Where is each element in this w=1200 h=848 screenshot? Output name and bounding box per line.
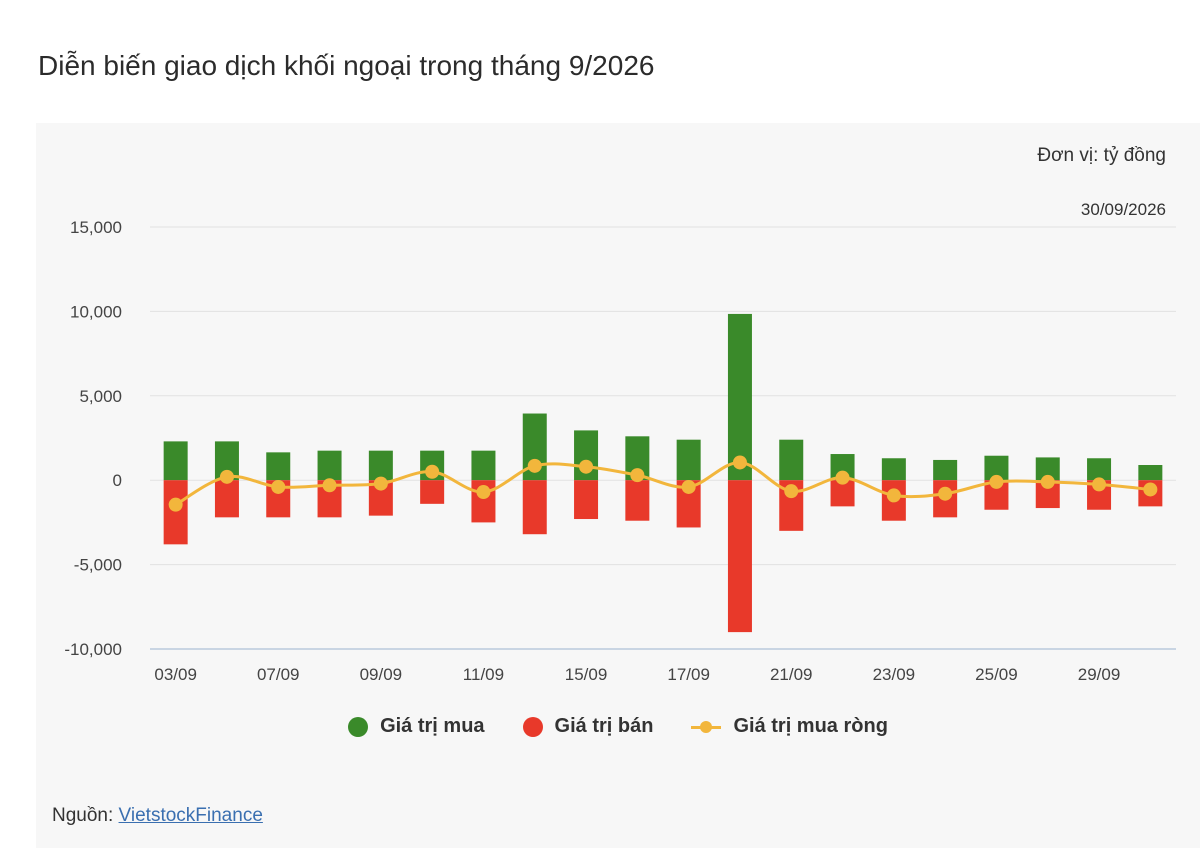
buy-bar [317,450,342,481]
buy-bar [1087,458,1112,481]
x-tick-label: 25/09 [975,665,1018,684]
net-point [271,479,286,494]
x-tick-label: 03/09 [154,665,197,684]
buy-bar [1138,465,1163,481]
sell-bar [727,480,752,633]
net-point [579,459,594,474]
x-tick-label: 21/09 [770,665,813,684]
sell-bar [625,480,650,521]
legend-item-sell[interactable]: Giá trị bán [522,715,654,738]
legend-buy-marker [348,716,369,737]
sell-bar [420,480,445,504]
y-tick-label: 5,000 [79,387,122,406]
y-tick-label: -10,000 [64,640,122,659]
buy-bar [163,441,188,481]
source-link[interactable]: VietstockFinance [118,805,263,826]
net-point [1040,474,1055,489]
net-point [886,488,901,503]
x-tick-label: 11/09 [463,665,504,684]
net-point [784,484,799,499]
net-point [732,455,747,470]
legend-net-marker [691,717,722,737]
source: Nguồn: VietstockFinance [52,805,263,827]
buy-bar [727,313,752,481]
source-prefix: Nguồn: [52,805,119,826]
x-tick-label: 07/09 [257,665,300,684]
net-point [681,479,696,494]
net-point [938,486,953,501]
x-tick-label: 23/09 [873,665,916,684]
legend-sell-label: Giá trị bán [554,715,654,737]
net-point [835,470,850,485]
y-tick-label: 10,000 [70,302,122,321]
sell-bar [574,480,599,520]
buy-bar [266,452,291,481]
page-title: Diễn biến giao dịch khối ngoại trong thá… [38,50,655,81]
sell-bar [522,480,547,535]
legend-item-net[interactable]: Giá trị mua ròng [691,715,888,738]
chart-panel: 15,000 10,000 5,000 0 -5,000 -10,000 03/09 07/0… [36,123,1200,848]
unit-label: Đơn vị: tỷ đồng [1037,145,1166,166]
net-point [219,469,234,484]
buy-bar [471,450,496,481]
y-tick-label: -5,000 [74,556,122,575]
legend-buy-label: Giá trị mua [380,715,485,737]
net-point [425,464,440,479]
net-point [1092,477,1107,492]
buy-bar [1035,457,1060,481]
chart-svg: 15,000 10,000 5,000 0 -5,000 -10,000 03/09 07/0… [64,218,1176,684]
legend-net-label: Giá trị mua ròng [733,715,888,737]
buy-bar [933,459,958,481]
x-tick-label: 15/09 [565,665,608,684]
buy-bar [368,450,393,481]
net-point [373,476,388,491]
y-tick-label: 0 [113,471,122,490]
legend-item-buy[interactable]: Giá trị mua [348,715,485,738]
buy-bar [779,439,804,481]
net-point [989,474,1004,489]
buy-bar [881,458,906,481]
x-tick-label: 09/09 [360,665,403,684]
y-tick-label: 15,000 [70,218,122,237]
sell-bar [163,480,188,545]
sell-bar [214,480,239,518]
net-point [322,478,337,493]
x-tick-label: 29/09 [1078,665,1121,684]
net-point [527,458,542,473]
net-point [1143,482,1158,497]
buy-bar [676,439,701,481]
legend-sell-marker [522,716,543,737]
legend: Giá trị mua Giá trị bán Giá trị mua ròng [36,715,1200,738]
date-label: 30/09/2026 [1080,200,1166,219]
net-point [630,468,645,483]
net-point [168,497,183,512]
x-tick-label: 17/09 [667,665,710,684]
net-point [476,485,491,500]
